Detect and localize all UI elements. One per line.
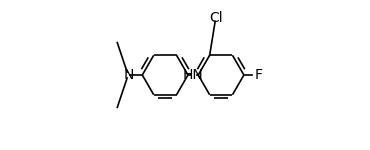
Text: HN: HN	[183, 68, 204, 82]
Text: F: F	[255, 68, 263, 82]
Text: Cl: Cl	[209, 11, 223, 25]
Text: N: N	[123, 68, 134, 82]
